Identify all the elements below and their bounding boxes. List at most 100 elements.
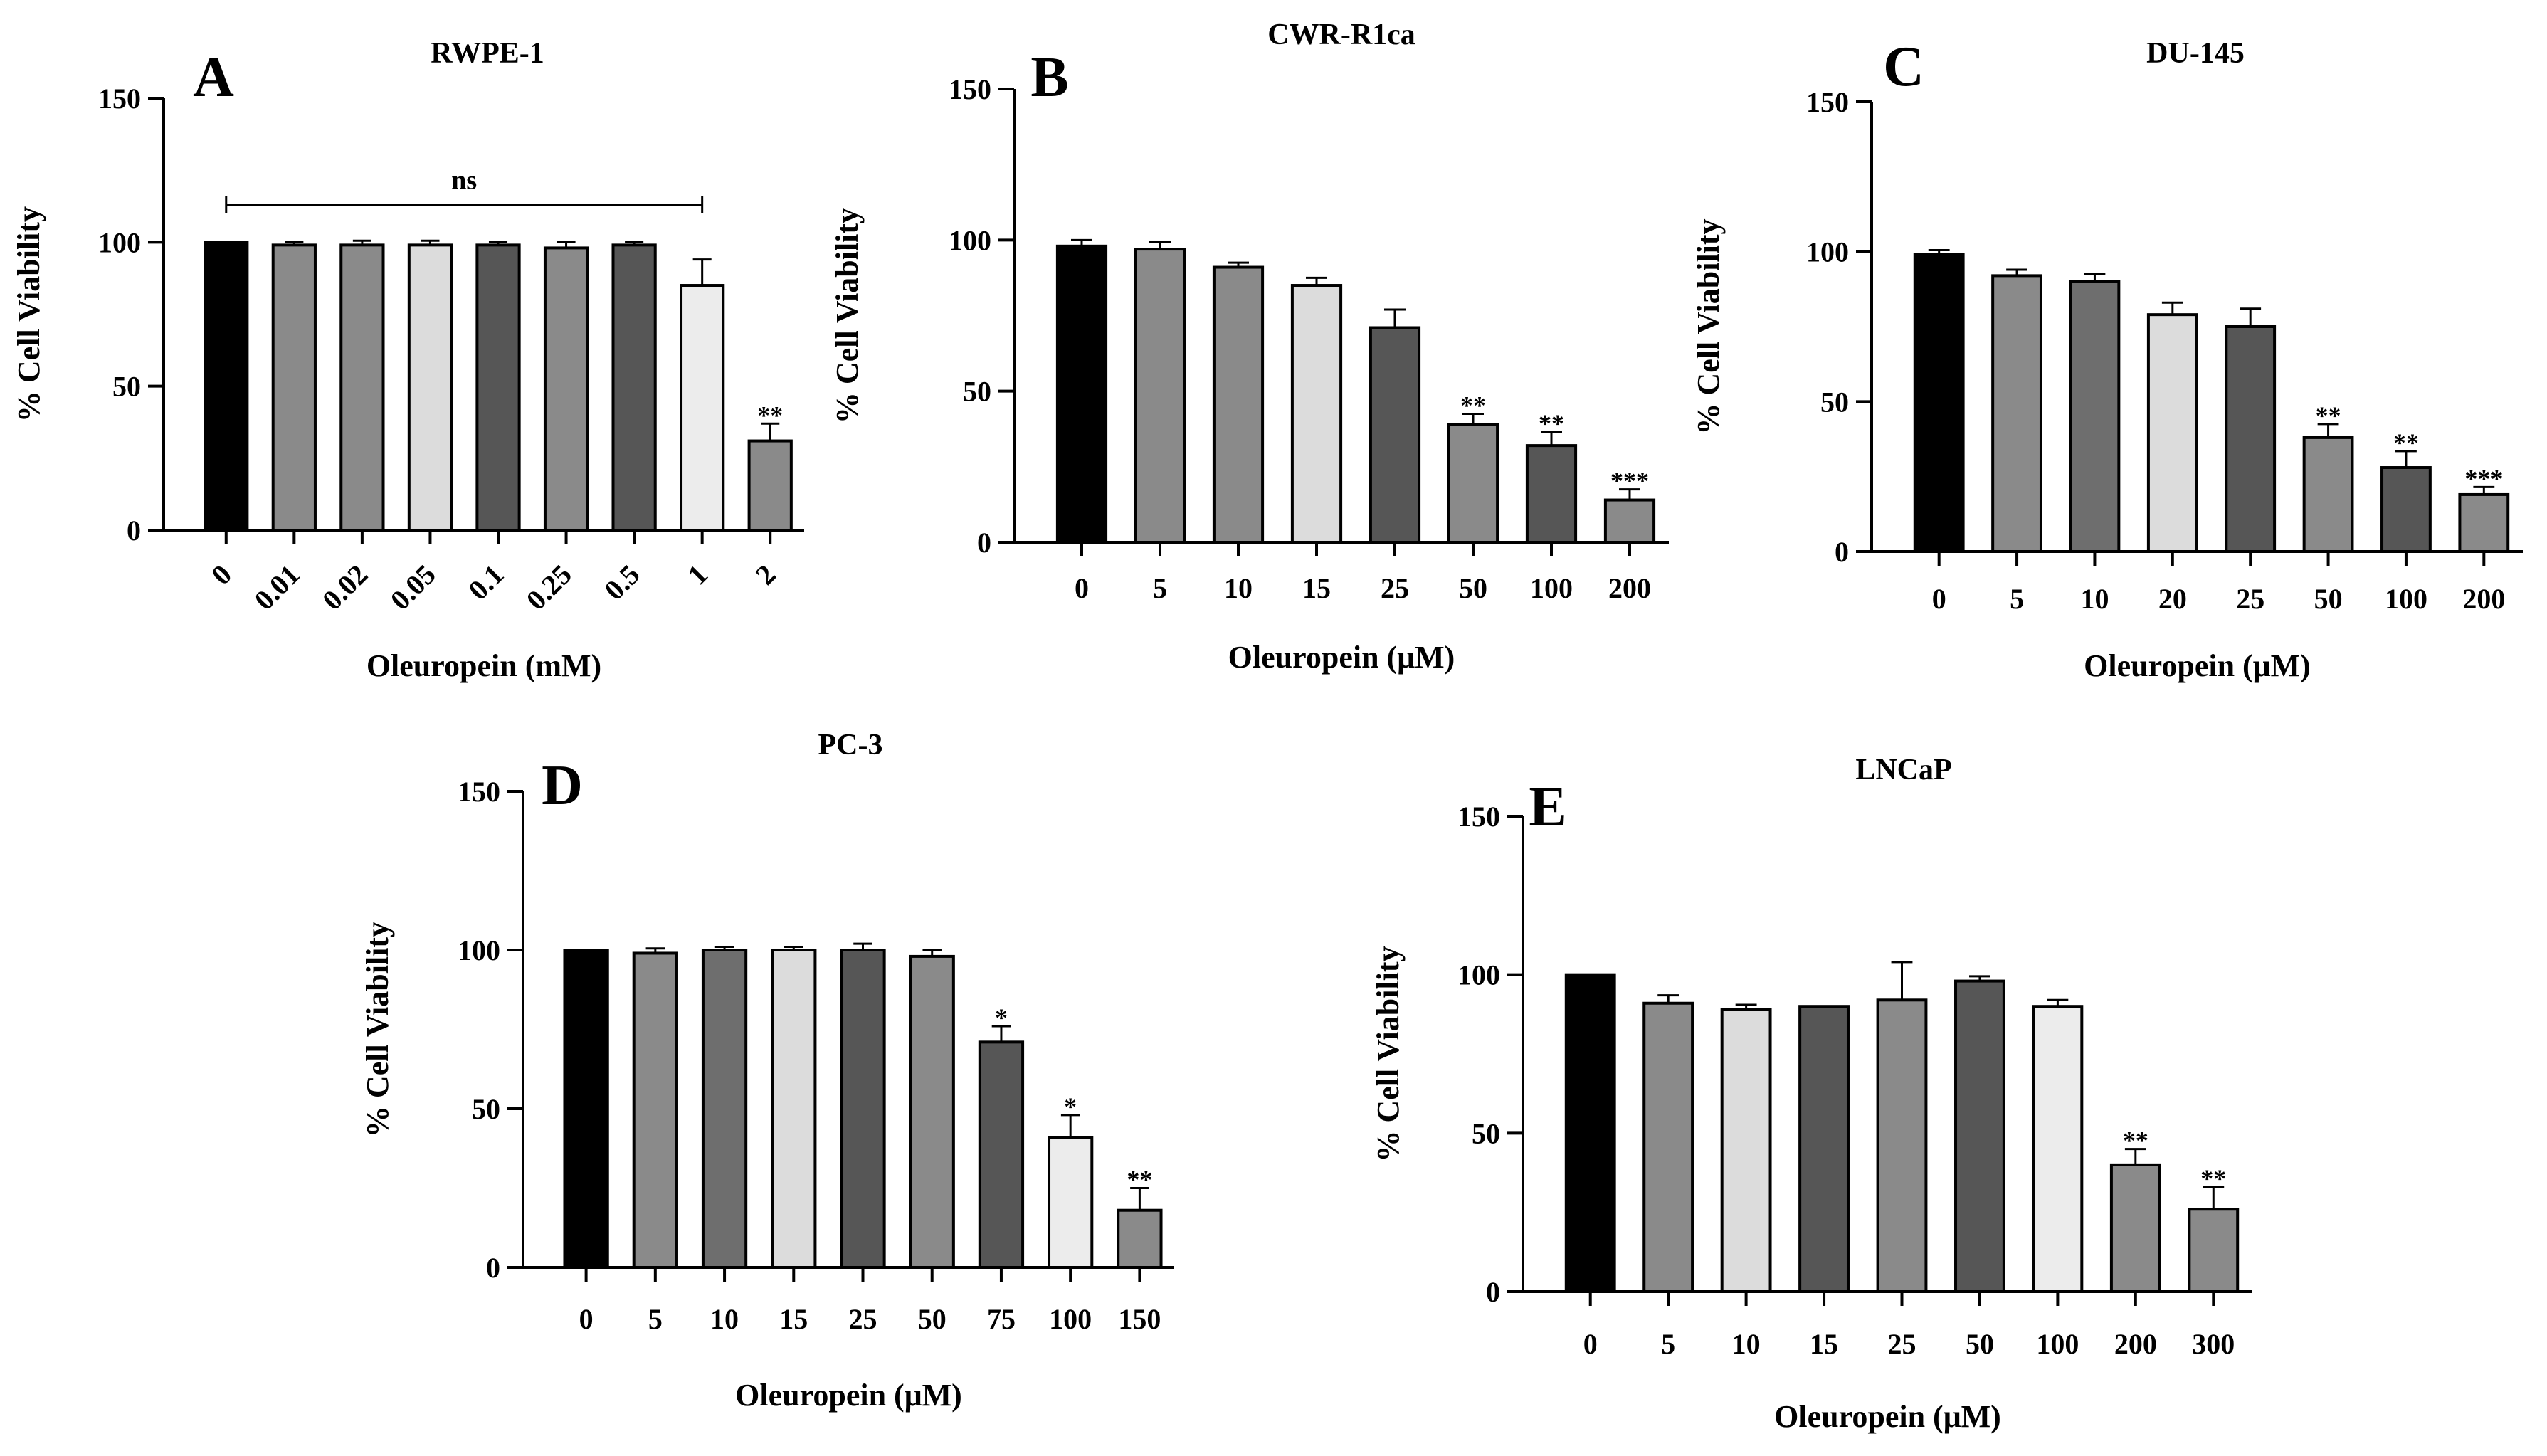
bar-e-8 xyxy=(2188,1208,2240,1294)
x-tick-label: 200 xyxy=(1608,572,1651,604)
x-axis-label: Oleuropein (μM) xyxy=(1228,640,1455,675)
y-axis-label: % Cell Viability xyxy=(830,208,865,423)
x-tick-label: 150 xyxy=(1118,1303,1161,1335)
x-tick-label: 25 xyxy=(849,1303,877,1335)
significance-label: ** xyxy=(1127,1166,1152,1194)
y-axis-label: % Cell Viability xyxy=(1371,946,1406,1161)
bar-c-1 xyxy=(1991,274,2042,553)
bar-d-2 xyxy=(701,949,748,1269)
bar-d-8 xyxy=(1117,1208,1163,1269)
chart-panel-b: B CWR-R1ca 0 50 100 150 0 5 10 15 25 ** 50 ** 100 *** 20… xyxy=(830,19,1669,675)
chart-panel-d: D PC-3 0 50 100 150 0 5 10 15 25 50 * 75 * 100 ** 150 Oleu… xyxy=(360,729,1174,1413)
bar-b-1 xyxy=(1134,248,1186,544)
chart-panel-a: A RWPE-1 0 50 100 150 0 0.01 0.02 0.05 0.1 0.25 0.5 1… xyxy=(11,37,804,683)
x-tick-label: 1 xyxy=(681,559,714,591)
y-tick-label: 0 xyxy=(1486,1276,1500,1308)
y-tick-label: 150 xyxy=(1806,86,1849,118)
y-tick-label: 150 xyxy=(458,776,500,808)
x-tick-label: 25 xyxy=(1888,1328,1916,1360)
x-tick-label: 50 xyxy=(1459,572,1487,604)
significance-label: ** xyxy=(1539,409,1564,438)
chart-title: DU-145 xyxy=(2146,37,2245,70)
y-axis-label: % Cell Viability xyxy=(1691,218,1726,434)
y-tick-label: 100 xyxy=(949,224,991,256)
x-tick-label: 50 xyxy=(2314,583,2343,615)
significance-label: * xyxy=(995,1003,1008,1032)
bar-e-1 xyxy=(1642,1001,1694,1294)
x-tick-label: 0 xyxy=(1932,583,1946,615)
bar-d-6 xyxy=(978,1040,1025,1269)
y-axis-label: % Cell Viability xyxy=(11,206,46,422)
x-tick-label: 100 xyxy=(1530,572,1573,604)
bar-e-6 xyxy=(2032,1005,2084,1293)
bar-c-6 xyxy=(2380,466,2432,554)
x-tick-label: 50 xyxy=(918,1303,946,1335)
bar-c-7 xyxy=(2458,492,2510,553)
x-tick-label: 75 xyxy=(987,1303,1016,1335)
chart-title: LNCaP xyxy=(1855,754,1951,786)
bar-c-0 xyxy=(1913,253,1965,553)
chart-title: CWR-R1ca xyxy=(1267,19,1415,51)
chart-title: RWPE-1 xyxy=(431,37,544,70)
bar-b-2 xyxy=(1212,265,1265,544)
significance-label: ** xyxy=(2393,428,2419,457)
significance-label: *** xyxy=(1610,467,1649,495)
bar-a-6 xyxy=(611,243,657,532)
x-tick-label: 50 xyxy=(1966,1328,1994,1360)
y-tick-label: 150 xyxy=(1457,801,1500,833)
bar-d-3 xyxy=(771,949,817,1269)
x-tick-label: 5 xyxy=(1661,1328,1675,1360)
x-tick-label: 5 xyxy=(1153,572,1167,604)
bar-d-5 xyxy=(909,954,955,1270)
x-tick-label: 5 xyxy=(2010,583,2024,615)
significance-label: * xyxy=(1064,1092,1077,1121)
bar-e-0 xyxy=(1564,973,1616,1293)
bar-e-2 xyxy=(1720,1008,1772,1293)
y-axis-label: % Cell Viability xyxy=(360,922,395,1137)
chart-panel-c: C DU-145 0 50 100 150 0 5 10 20 25 ** 50 ** 100 *** 200 O… xyxy=(1691,36,2523,683)
chart-title: PC-3 xyxy=(818,729,883,761)
y-tick-label: 150 xyxy=(98,83,141,115)
x-tick-label: 100 xyxy=(1049,1303,1092,1335)
x-tick-label: 5 xyxy=(648,1303,663,1335)
x-tick-label: 15 xyxy=(1810,1328,1838,1360)
y-tick-label: 50 xyxy=(1472,1117,1500,1149)
y-tick-label: 100 xyxy=(458,934,500,966)
x-tick-label: 100 xyxy=(2036,1328,2079,1360)
bar-d-0 xyxy=(563,949,609,1269)
x-tick-label: 15 xyxy=(779,1303,808,1335)
y-tick-label: 100 xyxy=(98,226,141,258)
y-tick-label: 50 xyxy=(963,376,991,408)
panel-letter: B xyxy=(1030,46,1068,109)
bar-d-1 xyxy=(632,951,678,1269)
bar-d-4 xyxy=(840,949,886,1269)
x-tick-label: 10 xyxy=(1732,1328,1761,1360)
x-axis-label: Oleuropein (μM) xyxy=(735,1378,962,1413)
panel-letter: C xyxy=(1883,36,1924,98)
x-tick-label: 0.02 xyxy=(316,559,374,616)
y-tick-label: 0 xyxy=(1835,536,1849,568)
y-tick-label: 50 xyxy=(112,371,141,403)
bar-a-0 xyxy=(204,241,249,532)
panel-letter: D xyxy=(542,754,583,817)
panel-letter: E xyxy=(1529,776,1566,838)
x-tick-label: 25 xyxy=(1381,572,1409,604)
significance-label: ** xyxy=(1460,391,1486,420)
x-axis-label: Oleuropein (μM) xyxy=(2084,648,2311,683)
bar-a-3 xyxy=(407,243,453,532)
bar-b-0 xyxy=(1055,244,1108,544)
y-tick-label: 0 xyxy=(977,527,991,559)
x-tick-label: 20 xyxy=(2158,583,2187,615)
bar-c-4 xyxy=(2225,325,2277,553)
bar-a-2 xyxy=(339,243,385,532)
x-tick-label: 10 xyxy=(1224,572,1253,604)
y-tick-label: 0 xyxy=(486,1252,500,1284)
x-tick-label: 10 xyxy=(710,1303,739,1335)
x-tick-label: 0.5 xyxy=(598,559,645,606)
chart-panel-e: E LNCaP 0 50 100 150 0 5 10 15 25 50 100 ** 200 ** 300 Ol… xyxy=(1371,754,2252,1434)
panel-letter: A xyxy=(193,46,234,109)
significance-label: ** xyxy=(2200,1164,2226,1193)
bar-c-3 xyxy=(2146,313,2198,553)
y-tick-label: 100 xyxy=(1457,959,1500,991)
